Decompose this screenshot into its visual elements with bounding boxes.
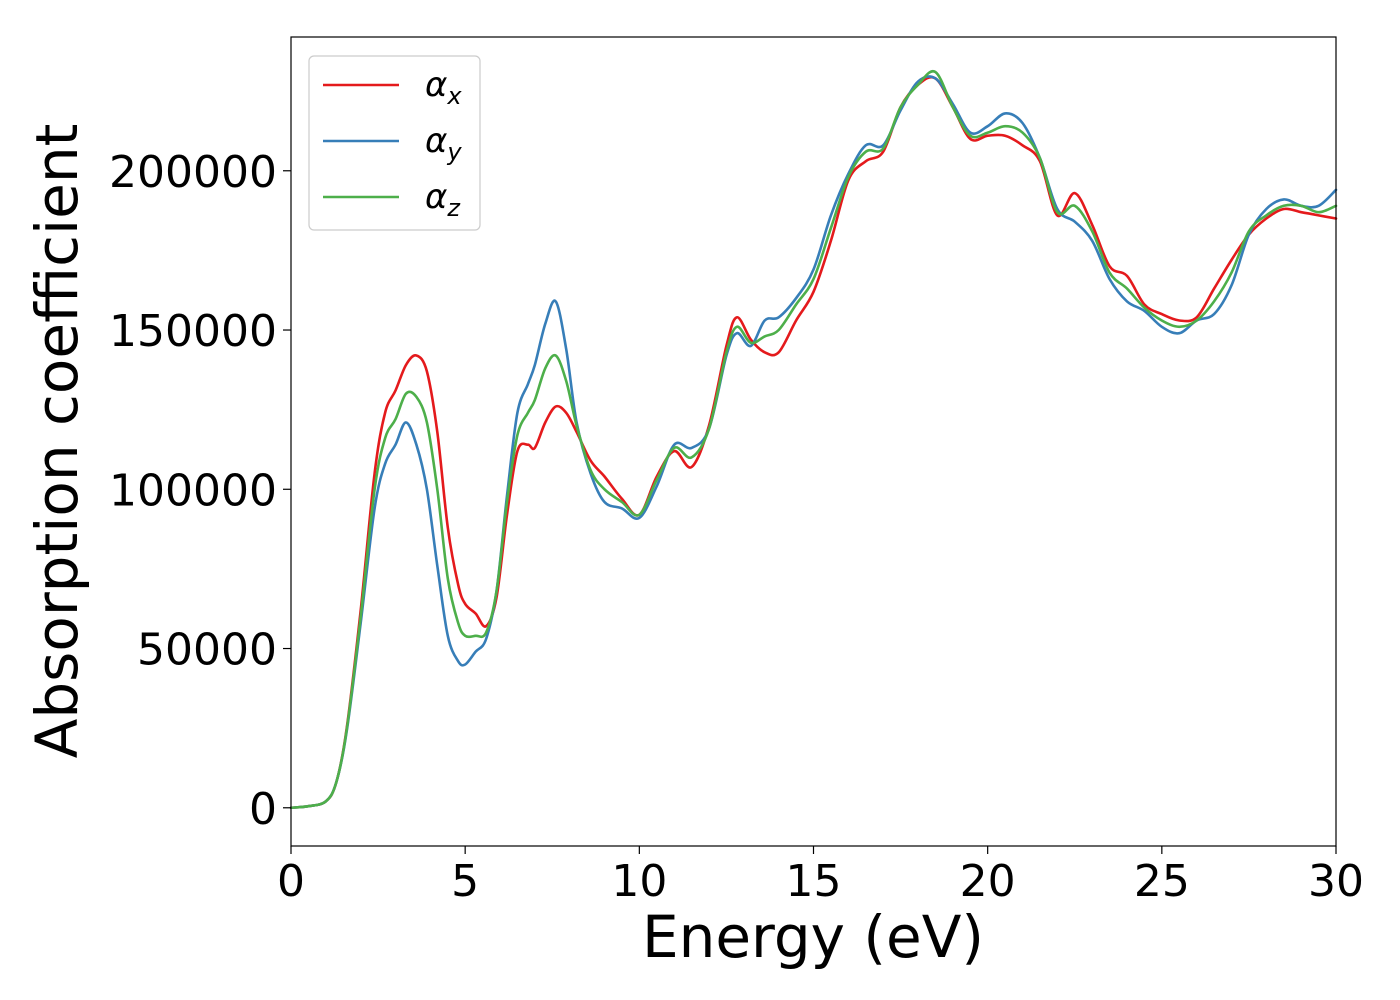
x-axis-label: Energy (eV) <box>642 903 984 971</box>
legend-label-x: αx <box>425 65 462 110</box>
legend-label-z: αz <box>425 177 461 222</box>
y-ticks: 0 50000 100000 150000 200000 <box>109 147 291 835</box>
series-line-x <box>289 75 1338 810</box>
series-line-z <box>289 69 1338 810</box>
x-tick-label: 25 <box>1134 856 1190 907</box>
y-tick-label: 0 <box>249 784 277 835</box>
y-tick-label: 100000 <box>109 465 277 516</box>
x-tick-label: 5 <box>451 856 479 907</box>
x-tick-label: 10 <box>611 856 667 907</box>
y-tick-label: 200000 <box>109 147 277 198</box>
legend-box <box>308 55 481 231</box>
x-tick-label: 0 <box>277 856 305 907</box>
y-tick-label: 50000 <box>137 625 277 676</box>
legend-label-y: αy <box>425 121 462 166</box>
y-axis-label: Absorption coefficient <box>23 124 91 759</box>
x-tick-label: 30 <box>1308 856 1364 907</box>
y-tick-label: 150000 <box>109 306 277 357</box>
legend: αx αy αz <box>308 55 481 231</box>
x-ticks: 0 5 10 15 20 25 30 <box>277 846 1364 907</box>
series-layer <box>289 69 1338 810</box>
x-tick-label: 20 <box>960 856 1016 907</box>
x-tick-label: 15 <box>786 856 842 907</box>
